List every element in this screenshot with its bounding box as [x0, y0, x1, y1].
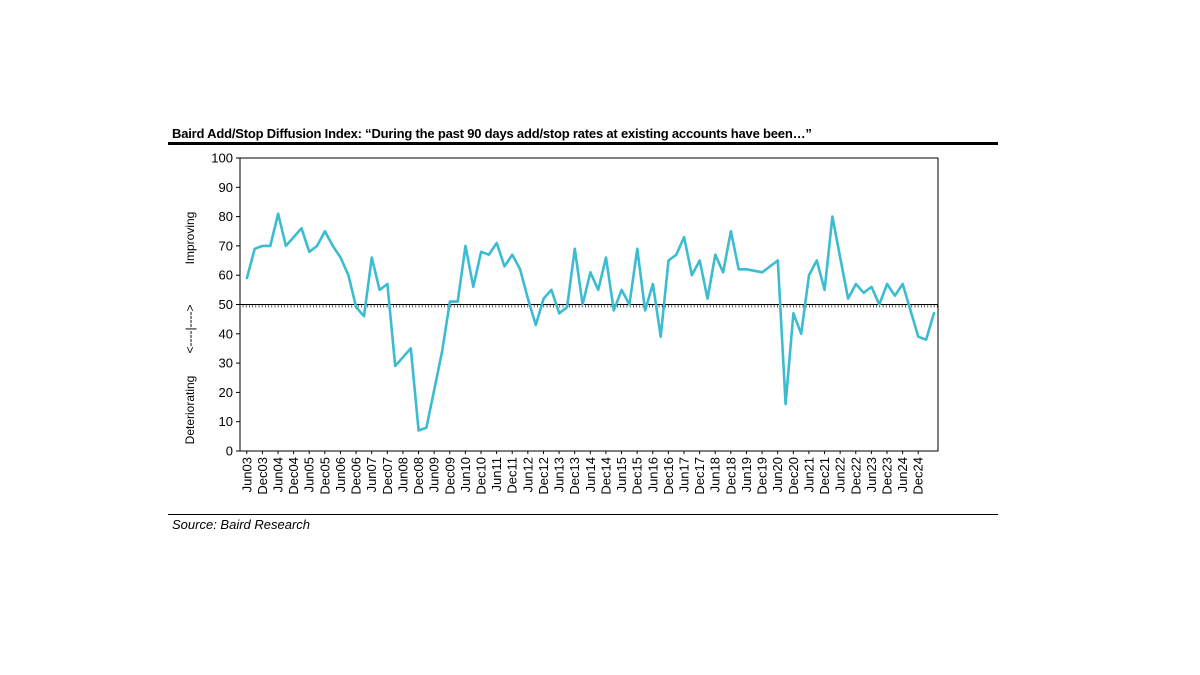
- x-tick-label: Jun05: [302, 457, 317, 492]
- y-tick-label: 40: [219, 326, 233, 341]
- x-tick-label: Jun15: [614, 457, 629, 492]
- x-tick-label: Jun21: [801, 457, 816, 492]
- x-tick-label: Dec21: [817, 457, 832, 495]
- x-tick-label: Dec18: [723, 457, 738, 495]
- y-tick-label: 60: [219, 268, 233, 283]
- x-tick-label: Dec23: [879, 457, 894, 495]
- x-tick-label: Dec05: [317, 457, 332, 495]
- x-tick-label: Jun14: [583, 457, 598, 492]
- source-rule: [168, 514, 998, 515]
- x-tick-label: Dec07: [380, 457, 395, 495]
- y-tick-label: 20: [219, 385, 233, 400]
- x-tick-label: Jun04: [270, 457, 285, 492]
- x-tick-label: Jun12: [520, 457, 535, 492]
- y-tick-label: 100: [211, 151, 233, 166]
- x-tick-label: Jun24: [895, 457, 910, 492]
- y-tick-label: 50: [219, 297, 233, 312]
- x-tick-label: Dec11: [505, 457, 520, 494]
- x-tick-label: Jun17: [676, 457, 691, 492]
- series-line: [245, 212, 936, 432]
- x-tick-label: Dec22: [848, 457, 863, 495]
- x-tick-label: Jun07: [364, 457, 379, 492]
- x-tick-label: Jun19: [739, 457, 754, 492]
- improving-label: Improving: [183, 212, 197, 265]
- x-tick-label: Dec08: [411, 457, 426, 495]
- x-tick-label: Dec06: [349, 457, 364, 495]
- y-tick-label: 0: [226, 444, 233, 459]
- x-tick-label: Dec03: [255, 457, 270, 495]
- x-tick-label: Dec14: [598, 457, 613, 495]
- reference-line-ticks: [242, 304, 938, 308]
- x-tick-label: Dec19: [755, 457, 770, 495]
- x-tick-label: Jun08: [395, 457, 410, 492]
- source-note: Source: Baird Research: [172, 517, 311, 532]
- y-tick-label: 90: [219, 180, 233, 195]
- x-tick-label: Jun09: [427, 457, 442, 492]
- x-tick-label: Jun13: [552, 457, 567, 492]
- x-tick-label: Dec10: [473, 457, 488, 495]
- x-tick-label: Dec16: [661, 457, 676, 495]
- x-tick-label: Jun18: [708, 457, 723, 492]
- x-tick-label: Jun22: [833, 457, 848, 492]
- x-tick-label: Jun10: [458, 457, 473, 492]
- x-tick-label: Dec12: [536, 457, 551, 495]
- y-tick-label: 10: [219, 414, 233, 429]
- title-rule: [168, 142, 998, 145]
- x-tick-label: Dec04: [286, 457, 301, 495]
- x-tick-label: Dec24: [911, 457, 926, 495]
- x-tick-label: Dec17: [692, 457, 707, 495]
- x-tick-label: Dec20: [786, 457, 801, 495]
- x-tick-label: Dec13: [567, 457, 582, 495]
- x-tick-label: Jun06: [333, 457, 348, 492]
- y-tick-label: 30: [219, 356, 233, 371]
- deteriorating-label: Deteriorating: [183, 376, 197, 445]
- x-tick-label: Jun03: [239, 457, 254, 492]
- x-tick-label: Dec09: [442, 457, 457, 495]
- x-tick-label: Jun16: [645, 457, 660, 492]
- direction-arrow-label: <----|---->: [183, 304, 197, 353]
- y-tick-label: 80: [219, 209, 233, 224]
- x-tick-label: Dec15: [630, 457, 645, 495]
- y-tick-label: 70: [219, 238, 233, 253]
- x-tick-label: Jun20: [770, 457, 785, 492]
- x-tick-label: Jun11: [489, 457, 504, 491]
- chart-title: Baird Add/Stop Diffusion Index: “During …: [172, 126, 812, 141]
- x-tick-label: Jun23: [864, 457, 879, 492]
